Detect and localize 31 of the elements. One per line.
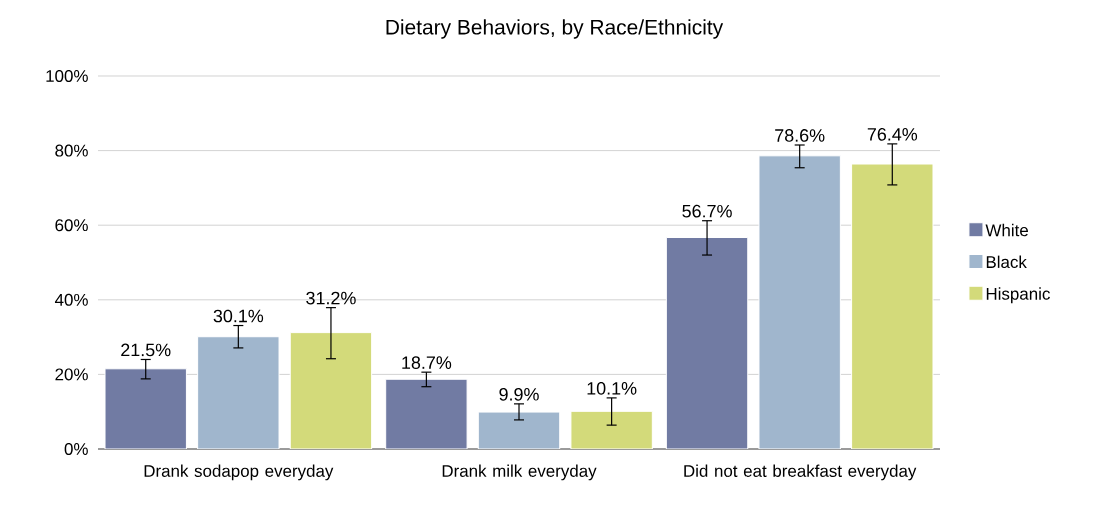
bar — [104, 368, 187, 449]
legend-label: White — [985, 223, 1028, 237]
legend-label: Hispanic — [986, 287, 1050, 304]
x-tick-label: Drank sodapop everyday — [144, 464, 334, 481]
data-label: 78.6% — [775, 129, 825, 142]
chart-title: Dietary Behaviors, by Race/Ethnicity — [386, 19, 724, 39]
y-tick-label: 100% — [46, 70, 88, 82]
data-label: 76.4% — [867, 127, 918, 141]
bar — [758, 155, 841, 449]
y-tick-label: 60% — [55, 219, 88, 232]
data-label: 9.9% — [499, 387, 539, 401]
bar — [570, 410, 653, 449]
bar — [477, 411, 561, 449]
bar — [385, 378, 468, 449]
data-label: 31.2% — [306, 291, 356, 305]
y-tick-label: 0% — [64, 443, 88, 455]
data-label: 21.5% — [121, 343, 171, 357]
x-tick-label: Drank milk everyday — [442, 464, 597, 481]
x-tick-label: Did not eat breakfast everyday — [684, 464, 917, 481]
data-label: 30.1% — [213, 309, 264, 323]
bar — [851, 163, 934, 449]
data-label: 10.1% — [587, 381, 637, 395]
bar — [289, 332, 373, 449]
y-tick-label: 80% — [55, 144, 88, 157]
y-tick-label: 20% — [55, 368, 88, 381]
y-tick-label: 40% — [54, 293, 88, 306]
data-label: 56.7% — [682, 204, 732, 218]
legend-label: Black — [986, 255, 1027, 269]
bar — [665, 237, 749, 449]
bar — [197, 336, 280, 449]
data-label: 18.7% — [402, 356, 452, 369]
